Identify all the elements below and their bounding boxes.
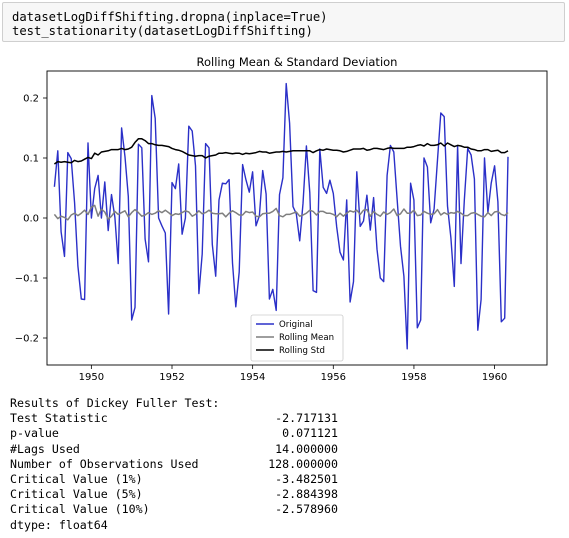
legend-label-0: Original bbox=[279, 320, 313, 330]
result-value: -2.578960 bbox=[275, 502, 338, 517]
result-value: -2.884398 bbox=[275, 487, 338, 502]
y-tick-label: −0.2 bbox=[15, 334, 39, 345]
result-label: Critical Value (1%) bbox=[10, 472, 143, 487]
rolling-stats-chart: Rolling Mean & Standard Deviation 1950 195… bbox=[15, 55, 548, 383]
result-label: Critical Value (5%) bbox=[10, 487, 143, 502]
result-row: Critical Value (10%) -2.578960 bbox=[10, 502, 338, 517]
y-tick-label: 0.2 bbox=[23, 94, 39, 105]
legend-label-2: Rolling Std bbox=[279, 346, 325, 356]
x-tick-label: 1960 bbox=[482, 372, 507, 383]
results-heading: Results of Dickey Fuller Test: bbox=[10, 396, 220, 410]
result-label: Test Statistic bbox=[10, 411, 108, 426]
result-value: 128.000000 bbox=[268, 456, 338, 471]
result-row: #Lags Used 14.000000 bbox=[10, 442, 338, 457]
x-tick-label: 1952 bbox=[159, 372, 184, 383]
result-label: Number of Observations Used bbox=[10, 456, 199, 471]
series-line-2 bbox=[53, 138, 509, 165]
x-tick-label: 1958 bbox=[401, 372, 426, 383]
y-tick-label: 0.1 bbox=[23, 154, 39, 165]
code-cell[interactable]: datasetLogDiffShifting.dropna(inplace=Tr… bbox=[2, 2, 565, 42]
result-label: #Lags Used bbox=[10, 441, 80, 456]
x-tick-label: 1954 bbox=[240, 372, 265, 383]
result-row: Number of Observations Used 128.000000 bbox=[10, 457, 338, 472]
result-row: Critical Value (1%) -3.482501 bbox=[10, 472, 338, 487]
dtype-line: dtype: float64 bbox=[10, 517, 108, 532]
code-line-2: test_stationarity(datasetLogDiffShifting… bbox=[12, 24, 313, 38]
result-value: -3.482501 bbox=[275, 472, 338, 487]
result-row: Test Statistic -2.717131 bbox=[10, 411, 338, 426]
result-value: -2.717131 bbox=[275, 411, 338, 426]
result-label: p-value bbox=[10, 426, 59, 441]
chart-title: Rolling Mean & Standard Deviation bbox=[197, 55, 398, 69]
y-tick-label: −0.1 bbox=[15, 274, 39, 285]
series-line-1 bbox=[53, 204, 509, 221]
result-row: p-value 0.071121 bbox=[10, 426, 338, 441]
result-value: 14.000000 bbox=[275, 441, 338, 456]
x-tick-label: 1950 bbox=[79, 372, 104, 383]
result-label: Critical Value (10%) bbox=[10, 502, 150, 517]
series-line-0 bbox=[53, 82, 509, 350]
code-line-1: datasetLogDiffShifting.dropna(inplace=Tr… bbox=[12, 10, 328, 24]
result-value: 0.071121 bbox=[282, 426, 338, 441]
dickey-fuller-output: Results of Dickey Fuller Test: Test Stat… bbox=[10, 396, 338, 533]
x-tick-label: 1956 bbox=[321, 372, 346, 383]
legend-label-1: Rolling Mean bbox=[279, 333, 334, 343]
result-row: Critical Value (5%) -2.884398 bbox=[10, 487, 338, 502]
y-tick-label: 0.0 bbox=[23, 214, 39, 225]
